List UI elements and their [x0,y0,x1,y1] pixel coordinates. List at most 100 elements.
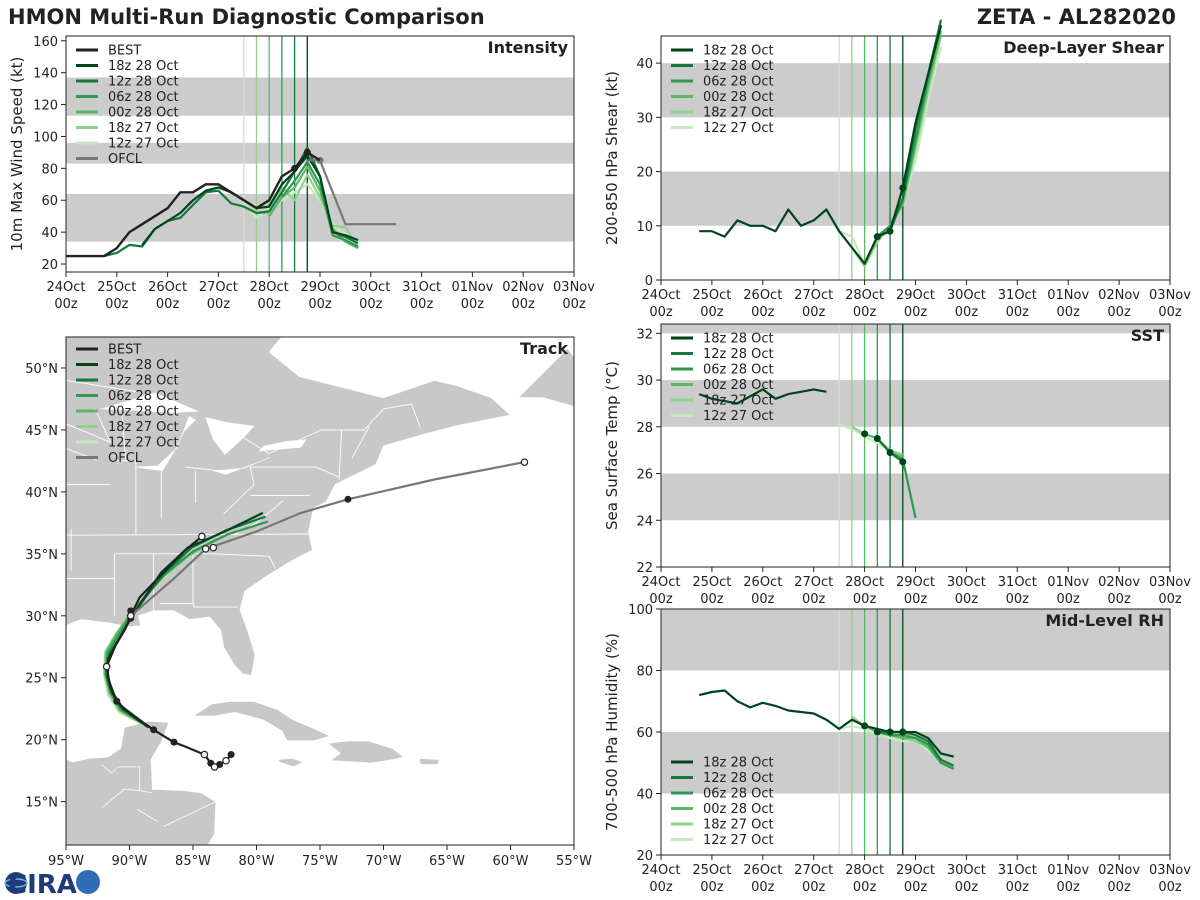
intensity-xtick-label-6: 30Oct [351,280,390,295]
track-ofcl-point-open-2 [209,543,218,552]
track-lon-tick-label-6: 65°W [429,854,465,869]
rh-ytick-label-1: 40 [636,788,653,803]
rh-ytick-label-4: 100 [628,603,653,618]
sst-xtick-label-7: 31Oct [998,575,1037,590]
rh-legend-label-0: 18z 28 Oct [703,756,774,771]
sst-title: SST [1131,326,1164,345]
intensity-xtick-sub-0: 00z [54,297,78,312]
sst-legend-label-4: 18z 27 Oct [703,394,774,409]
shear-ytick-label-1: 10 [636,220,653,235]
intensity-legend-label-4: 00z 28 Oct [108,106,179,121]
shear-xtick-sub-7: 00z [1006,305,1030,320]
ca-border-4 [163,801,217,827]
shear-xtick-sub-9: 00z [1107,305,1131,320]
track-lon-tick-label-1: 90°W [112,854,148,869]
cuba-land [191,700,332,742]
shear-run-point-1 [886,227,894,235]
rh-legend-label-4: 18z 27 Oct [703,818,774,833]
sst-xtick-sub-3: 00z [802,592,826,607]
intensity-best-point-1 [303,148,311,156]
intensity-xtick-sub-1: 00z [105,297,129,312]
rh-ylabel: 700-500 hPa Humidity (%) [603,633,621,831]
track-lon-tick-label-8: 55°W [556,854,592,869]
sst-band-2 [661,324,1170,334]
intensity-xtick-label-7: 31Oct [402,280,441,295]
intensity-xtick-label-1: 25Oct [97,280,136,295]
intensity-legend-label-0: BEST [108,44,141,59]
intensity-ytick-label-7: 160 [33,35,58,50]
intensity-ytick-label-1: 40 [41,226,58,241]
intensity-ylabel: 10m Max Wind Speed (kt) [8,57,26,252]
sst-run-point-2 [886,449,894,457]
intensity-series-best [66,150,321,258]
map-border-9 [116,460,137,536]
track-legend-label-2: 12z 28 Oct [108,374,179,389]
rh-xtick-sub-1: 00z [700,880,724,895]
logo-globe-icon [5,872,27,894]
sst-xtick-sub-10: 00z [1158,592,1182,607]
rh-xtick-label-4: 28Oct [845,863,884,878]
sst-run-point-1 [873,434,881,442]
rh-xtick-sub-0: 00z [649,880,673,895]
intensity-xtick-sub-6: 00z [359,297,383,312]
rh-xtick-label-6: 30Oct [947,863,986,878]
shear-run-point-2 [899,184,907,192]
rh-series-run-0 [698,689,954,758]
sst-legend-label-1: 12z 28 Oct [703,347,774,362]
lake-superior [101,392,199,413]
track-best-point-filled-3 [170,738,178,746]
intensity-legend-label-6: 12z 27 Oct [108,137,179,152]
shear-panel: 0 10 20 30 40 24Oct 00z 25Oct 00z 26Oct 00z 27Oct 00… [603,19,1191,320]
intensity-xtick-label-2: 26Oct [148,280,187,295]
shear-xtick-label-7: 31Oct [998,288,1037,303]
sst-ytick-label-4: 30 [636,374,653,389]
intensity-xtick-sub-5: 00z [308,297,332,312]
shear-xtick-sub-3: 00z [802,305,826,320]
track-lat-tick-label-0: 15°N [25,796,58,811]
track-lon-tick-label-0: 95°W [48,854,84,869]
shear-legend-label-5: 12z 27 Oct [703,121,774,136]
shear-title: Deep-Layer Shear [1003,38,1164,57]
lake-erie [213,456,271,475]
sst-band-0 [661,473,1170,521]
sst-xtick-label-5: 29Oct [896,575,935,590]
rh-xtick-label-3: 27Oct [794,863,833,878]
rh-xtick-label-2: 26Oct [743,863,782,878]
track-ofcl-point-open-0 [520,458,529,466]
sst-xtick-label-9: 02Nov [1098,575,1140,590]
track-legend-label-1: 18z 28 Oct [108,358,179,373]
track-lat-tick-label-4: 35°N [25,548,58,563]
sst-xtick-sub-8: 00z [1057,592,1081,607]
shear-xtick-sub-8: 00z [1057,305,1081,320]
sst-xtick-label-10: 03Nov [1149,575,1191,590]
intensity-xtick-label-4: 28Oct [250,280,289,295]
sst-panel: 22 24 26 28 30 32 24Oct 00z 25Oct 00z 26Oct 00z 27Oc… [603,323,1191,607]
rh-band-1 [661,609,1170,671]
shear-xtick-label-9: 02Nov [1098,288,1140,303]
track-lon-tick-label-4: 75°W [302,854,338,869]
sst-ytick-label-2: 26 [636,468,653,483]
rh-xtick-sub-5: 00z [904,880,928,895]
track-ofcl-point-open-1 [201,545,210,553]
rh-xtick-label-5: 29Oct [896,863,935,878]
shear-legend-label-4: 18z 27 Oct [703,106,774,121]
track-best-point-open-3 [102,662,111,671]
jamaica-land [277,757,305,768]
shear-xtick-sub-0: 00z [649,305,673,320]
ca-border-0 [101,764,141,791]
intensity-ytick-label-0: 20 [41,258,58,273]
rh-ytick-label-2: 60 [636,726,653,741]
shear-xtick-label-4: 28Oct [845,288,884,303]
track-title: Track [520,339,568,358]
sst-run-point-0 [861,430,869,438]
intensity-xtick-sub-4: 00z [258,297,282,312]
map-border-2 [66,533,309,536]
sst-xtick-label-3: 27Oct [794,575,833,590]
map-border-8 [213,553,276,569]
intensity-ytick-label-6: 140 [33,67,58,82]
rh-xtick-label-8: 01Nov [1047,863,1089,878]
rh-legend-label-3: 00z 28 Oct [703,802,774,817]
map-border-7 [160,602,238,608]
track-map-layer [66,337,574,845]
intensity-xtick-sub-8: 00z [461,297,485,312]
